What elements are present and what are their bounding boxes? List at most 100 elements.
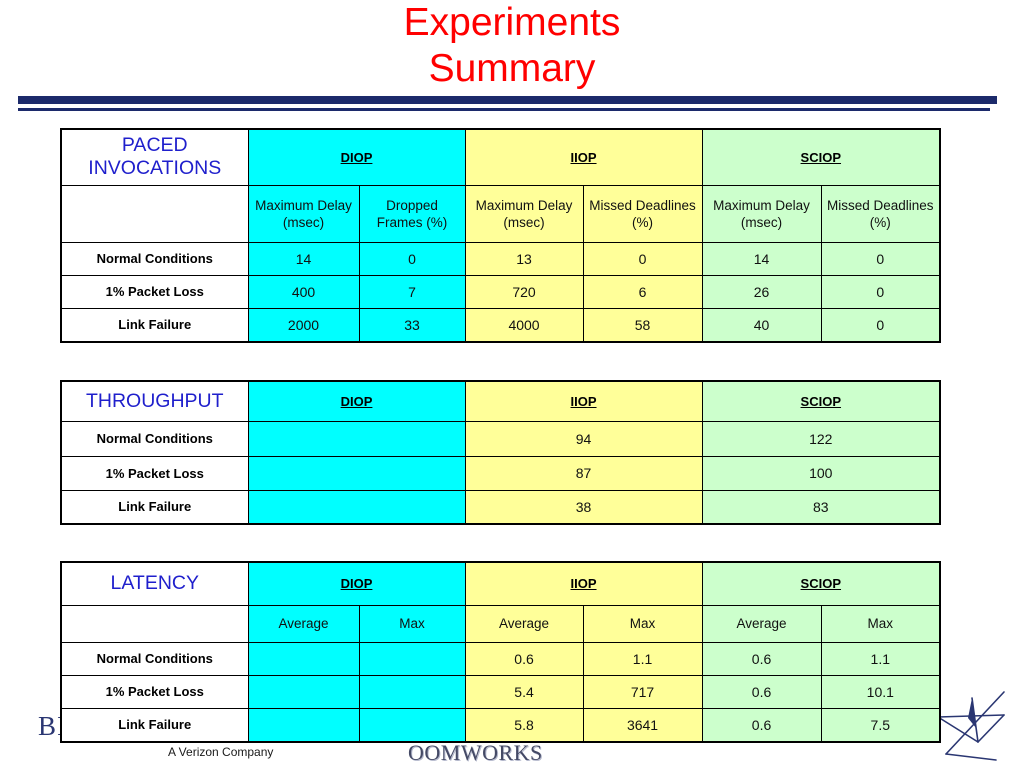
- condition-label: 1% Packet Loss: [60, 274, 249, 309]
- condition-label: Link Failure: [60, 707, 249, 743]
- title-line-2: Summary: [428, 47, 596, 90]
- empty-data-cell: [247, 707, 360, 743]
- group-header-diop: DIOP: [247, 380, 466, 422]
- data-cell: 6: [582, 274, 703, 309]
- title-rule-thin: [18, 108, 990, 111]
- data-cell: 100: [701, 455, 941, 491]
- data-cell: 720: [464, 274, 584, 309]
- table-row: 1% Packet Loss 5.4 717 0.6 10.1: [60, 674, 941, 709]
- metric-header-row: Maximum Delay (msec) Dropped Frames (%) …: [60, 184, 941, 243]
- empty-data-cell: [358, 641, 466, 676]
- product-wordmark: OOMWORKS: [408, 740, 543, 765]
- data-cell: 10.1: [820, 674, 941, 709]
- data-cell: 717: [582, 674, 703, 709]
- table-header-row: PACED INVOCATIONS DIOP IIOP SCIOP: [60, 128, 941, 186]
- metric-header: Max: [820, 604, 941, 643]
- table-row: Link Failure 5.8 3641 0.6 7.5: [60, 707, 941, 743]
- table-row: 1% Packet Loss 400 7 720 6 26 0: [60, 274, 941, 309]
- data-cell: 40: [701, 307, 822, 343]
- data-cell: 33: [358, 307, 466, 343]
- data-cell: 13: [464, 241, 584, 276]
- data-cell: 122: [701, 420, 941, 457]
- metric-header: Average: [247, 604, 360, 643]
- data-cell: 0: [820, 274, 941, 309]
- data-cell: 0: [582, 241, 703, 276]
- section-label: PACED INVOCATIONS: [60, 128, 249, 186]
- group-header-sciop: SCIOP: [701, 380, 941, 422]
- data-cell: 3641: [582, 707, 703, 743]
- data-cell: 94: [464, 420, 703, 457]
- empty-data-cell: [247, 455, 466, 491]
- empty-data-cell: [358, 674, 466, 709]
- condition-label: 1% Packet Loss: [60, 674, 249, 709]
- section-label: THROUGHPUT: [60, 380, 249, 422]
- data-cell: 1.1: [582, 641, 703, 676]
- data-cell: 0: [820, 307, 941, 343]
- metric-header: Average: [701, 604, 822, 643]
- data-cell: 4000: [464, 307, 584, 343]
- empty-data-cell: [247, 641, 360, 676]
- data-cell: 14: [701, 241, 822, 276]
- data-cell: 0.6: [464, 641, 584, 676]
- throughput-table: THROUGHPUT DIOP IIOP SCIOP Normal Condit…: [60, 380, 942, 525]
- group-header-diop: DIOP: [247, 561, 466, 606]
- condition-label: Normal Conditions: [60, 241, 249, 276]
- data-cell: 2000: [247, 307, 360, 343]
- table-row: Link Failure 38 83: [60, 489, 941, 525]
- star-logo-icon: [937, 691, 1005, 761]
- data-cell: 83: [701, 489, 941, 525]
- condition-label: Link Failure: [60, 307, 249, 343]
- empty-data-cell: [247, 674, 360, 709]
- data-cell: 26: [701, 274, 822, 309]
- table-header-row: LATENCY DIOP IIOP SCIOP: [60, 561, 941, 606]
- metric-header: Max: [358, 604, 466, 643]
- condition-label: Normal Conditions: [60, 641, 249, 676]
- data-cell: 5.4: [464, 674, 584, 709]
- table-row: Normal Conditions 0.6 1.1 0.6 1.1: [60, 641, 941, 676]
- data-cell: 0: [820, 241, 941, 276]
- group-header-diop: DIOP: [247, 128, 466, 186]
- group-header-sciop: SCIOP: [701, 561, 941, 606]
- table-row: Normal Conditions 14 0 13 0 14 0: [60, 241, 941, 276]
- data-cell: 0.6: [701, 641, 822, 676]
- company-tagline: A Verizon Company: [168, 745, 274, 759]
- condition-label: Link Failure: [60, 489, 249, 525]
- empty-corner-cell: [60, 184, 249, 243]
- metric-header: Maximum Delay (msec): [464, 184, 584, 243]
- data-cell: 58: [582, 307, 703, 343]
- metric-header: Missed Deadlines (%): [820, 184, 941, 243]
- metric-header: Maximum Delay (msec): [701, 184, 822, 243]
- title-rule-thick: [18, 96, 997, 104]
- condition-label: 1% Packet Loss: [60, 455, 249, 491]
- condition-label: Normal Conditions: [60, 420, 249, 457]
- metric-header: Average: [464, 604, 584, 643]
- data-cell: 87: [464, 455, 703, 491]
- empty-data-cell: [247, 489, 466, 525]
- title-line-1: Experiments: [403, 1, 621, 44]
- group-header-sciop: SCIOP: [701, 128, 941, 186]
- table-header-row: THROUGHPUT DIOP IIOP SCIOP: [60, 380, 941, 422]
- data-cell: 0: [358, 241, 466, 276]
- metric-header: Maximum Delay (msec): [247, 184, 360, 243]
- metric-header-row: Average Max Average Max Average Max: [60, 604, 941, 643]
- table-row: Link Failure 2000 33 4000 58 40 0: [60, 307, 941, 343]
- data-cell: 400: [247, 274, 360, 309]
- empty-data-cell: [247, 420, 466, 457]
- data-cell: 7.5: [820, 707, 941, 743]
- data-cell: 0.6: [701, 707, 822, 743]
- latency-table: LATENCY DIOP IIOP SCIOP Average Max Aver…: [60, 561, 942, 743]
- section-label: LATENCY: [60, 561, 249, 606]
- group-header-iiop: IIOP: [464, 380, 703, 422]
- slide-title: Experiments Summary: [0, 0, 1024, 92]
- empty-corner-cell: [60, 604, 249, 643]
- empty-data-cell: [358, 707, 466, 743]
- table-row: Normal Conditions 94 122: [60, 420, 941, 457]
- data-cell: 14: [247, 241, 360, 276]
- data-cell: 7: [358, 274, 466, 309]
- data-cell: 5.8: [464, 707, 584, 743]
- metric-header: Missed Deadlines (%): [582, 184, 703, 243]
- metric-header: Dropped Frames (%): [358, 184, 466, 243]
- data-cell: 1.1: [820, 641, 941, 676]
- metric-header: Max: [582, 604, 703, 643]
- group-header-iiop: IIOP: [464, 561, 703, 606]
